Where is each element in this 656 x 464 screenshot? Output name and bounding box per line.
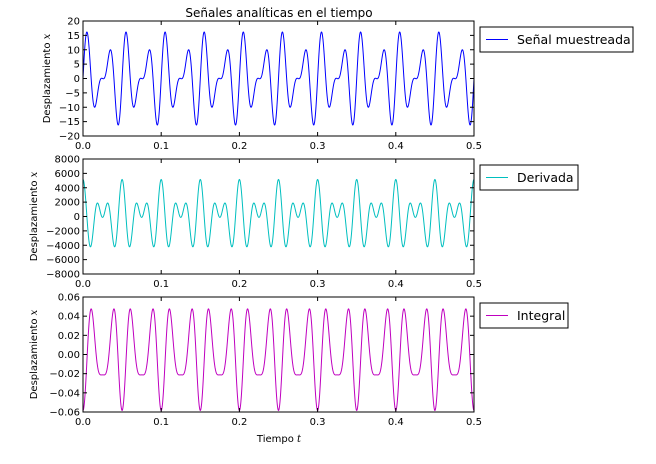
- y-tick-label: 0.06: [58, 293, 80, 304]
- chart-title: Señales analíticas en el tiempo: [185, 6, 372, 20]
- x-tick-label: 0.1: [153, 141, 169, 152]
- x-tick-label: 0.0: [75, 417, 91, 428]
- x-tick-label: 0.4: [388, 279, 404, 290]
- x-tick-label: 0.5: [466, 279, 482, 290]
- series-line-señal-muestreada: [83, 31, 474, 126]
- series-line-integral: [83, 308, 474, 412]
- x-tick-label: 0.2: [231, 279, 247, 290]
- y-tick-label: −15: [59, 117, 80, 128]
- y-tick-label: 10: [67, 45, 80, 56]
- y-tick-label: 0.00: [58, 350, 80, 361]
- x-tick-label: 0.1: [153, 279, 169, 290]
- y-tick-label: 20: [67, 17, 80, 28]
- x-tick-label: 0.3: [310, 141, 326, 152]
- x-tick-label: 0.2: [231, 417, 247, 428]
- y-tick-label: −10: [59, 103, 80, 114]
- y-tick-label: −0.02: [49, 369, 80, 380]
- y-tick-label: 4000: [55, 183, 80, 194]
- y-tick-label: −20: [59, 132, 80, 143]
- y-tick-label: 0.02: [58, 331, 80, 342]
- y-tick-label: 8000: [55, 155, 80, 166]
- subplot-sampled-signal: 0.0 0.1 0.2 0.3 0.4 0.5 −20 −15 −10 −5 0 5 10 15 20 Des…: [42, 17, 634, 152]
- legend-entry: Señal muestreada: [517, 32, 631, 47]
- legend: Integral: [479, 302, 569, 329]
- legend: Derivada: [479, 164, 579, 191]
- x-tick-label: 0.2: [231, 141, 247, 152]
- x-tick-label: 0.3: [310, 279, 326, 290]
- x-tick-label: 0.4: [388, 141, 404, 152]
- axes-frame: [82, 158, 475, 275]
- y-tick-label: −2000: [46, 226, 80, 237]
- x-tick-label: 0.4: [388, 417, 404, 428]
- subplot-integral: 0.0 0.1 0.2 0.3 0.4 0.5 −0.06 −0.04 −0.02 0.00 0.0…: [29, 293, 569, 428]
- y-tick-label: 2000: [55, 198, 80, 209]
- x-tick-label: 0.0: [75, 141, 91, 152]
- x-tick-label: 0.5: [466, 141, 482, 152]
- y-tick-label: 5: [74, 60, 80, 71]
- x-tick-label: 0.0: [75, 279, 91, 290]
- y-tick-label: 0: [74, 212, 80, 223]
- y-tick-label: −5: [65, 88, 80, 99]
- series-line-derivada: [83, 178, 474, 248]
- legend-entry: Derivada: [517, 170, 574, 185]
- legend: Señal muestreada: [479, 26, 634, 53]
- y-tick-label: 0.04: [58, 312, 80, 323]
- x-tick-label: 0.5: [466, 417, 482, 428]
- y-tick-label: 15: [67, 31, 80, 42]
- axes-frame: [82, 296, 475, 413]
- y-axis-label: Desplazamiento x: [29, 171, 40, 261]
- y-tick-label: −8000: [46, 270, 80, 281]
- y-tick-label: −4000: [46, 241, 80, 252]
- y-tick-label: −0.04: [49, 388, 80, 399]
- subplot-derivative: 0.0 0.1 0.2 0.3 0.4 0.5 −8000 −6000 −4000 −2000 0 2…: [29, 155, 579, 290]
- y-tick-label: −6000: [46, 255, 80, 266]
- legend-entry: Integral: [517, 308, 565, 323]
- y-tick-label: −0.06: [49, 408, 80, 419]
- y-tick-label: 0: [74, 74, 80, 85]
- x-tick-label: 0.3: [310, 417, 326, 428]
- x-tick-label: 0.1: [153, 417, 169, 428]
- y-tick-label: 6000: [55, 169, 80, 180]
- y-axis-label: Desplazamiento x: [29, 309, 40, 399]
- y-axis-label: Desplazamiento x: [42, 33, 53, 123]
- x-axis-label: Tiempo t: [256, 434, 302, 445]
